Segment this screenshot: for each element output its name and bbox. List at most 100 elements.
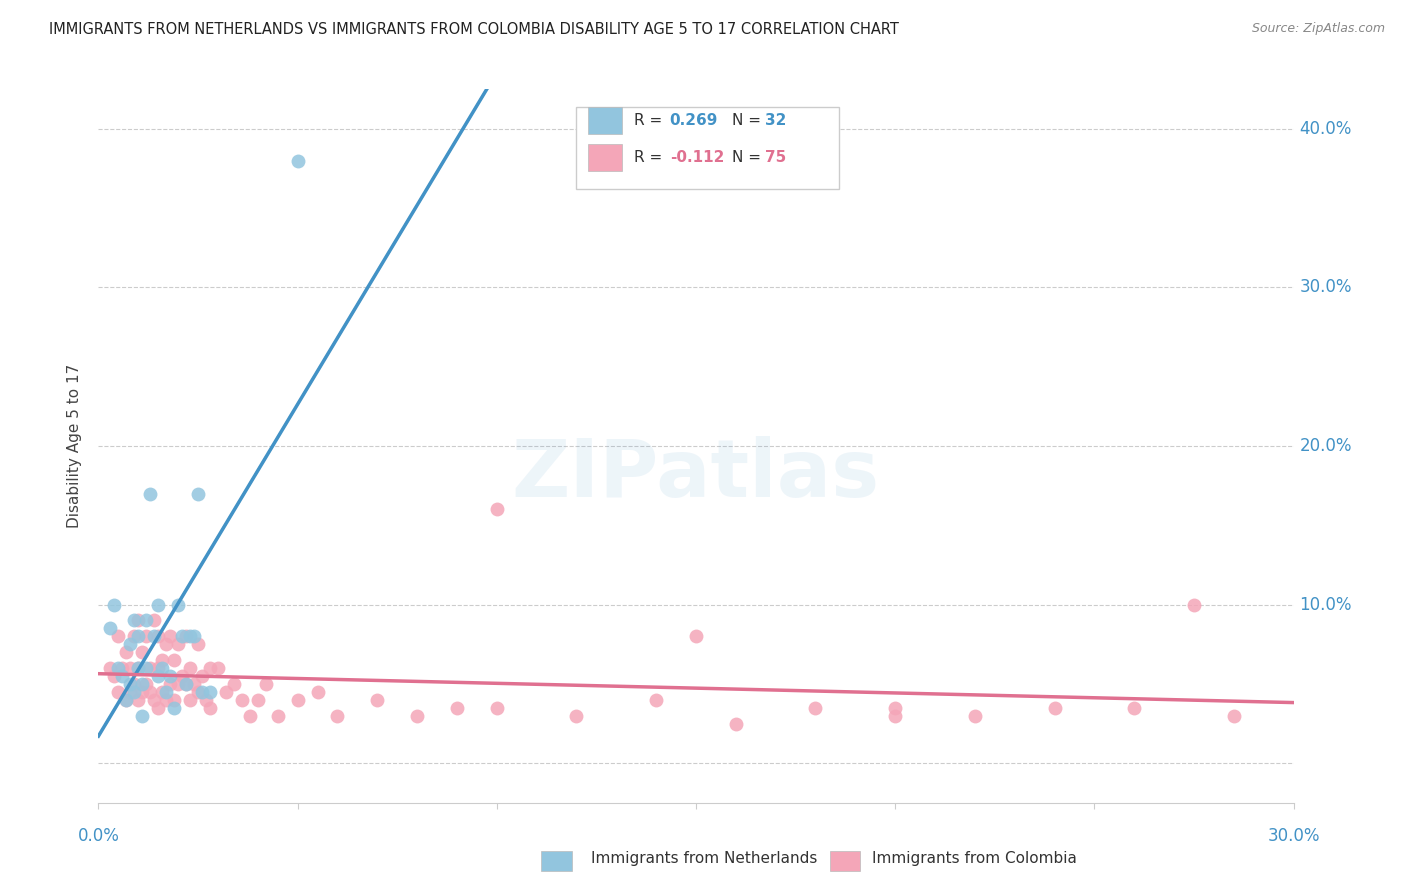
Point <box>139 685 162 699</box>
Point <box>167 637 190 651</box>
Point <box>174 629 197 643</box>
Point <box>124 677 146 691</box>
Point <box>685 629 707 643</box>
Point <box>1123 700 1146 714</box>
Point <box>120 661 142 675</box>
Point <box>155 685 177 699</box>
Point <box>139 661 162 675</box>
Point <box>107 661 129 675</box>
Text: N =: N = <box>733 150 766 165</box>
Point <box>131 677 153 691</box>
Point <box>183 677 205 691</box>
Point <box>254 677 277 691</box>
Point <box>143 629 166 643</box>
Point <box>135 614 157 628</box>
Point <box>884 708 907 723</box>
Point <box>287 692 309 706</box>
Point <box>98 661 122 675</box>
Point <box>155 692 177 706</box>
Text: 0.269: 0.269 <box>669 113 718 128</box>
Point <box>103 669 125 683</box>
Point <box>239 708 262 723</box>
Point <box>135 661 157 675</box>
Point <box>167 598 190 612</box>
Point <box>163 653 186 667</box>
Point <box>148 700 170 714</box>
Text: N =: N = <box>733 113 766 128</box>
Point <box>103 598 125 612</box>
Point <box>884 700 907 714</box>
Point <box>174 677 197 691</box>
Text: Source: ZipAtlas.com: Source: ZipAtlas.com <box>1251 22 1385 36</box>
Point <box>124 685 146 699</box>
Point <box>198 700 221 714</box>
Point <box>179 692 201 706</box>
Text: 40.0%: 40.0% <box>1299 120 1353 138</box>
Point <box>98 621 122 635</box>
Point <box>963 708 986 723</box>
Point <box>163 692 186 706</box>
Point <box>107 629 129 643</box>
Point <box>179 629 201 643</box>
Text: 0.0%: 0.0% <box>77 827 120 845</box>
Text: R =: R = <box>634 113 666 128</box>
Point <box>167 677 190 691</box>
Point <box>485 700 508 714</box>
Point <box>111 661 134 675</box>
Point <box>115 692 138 706</box>
Point <box>111 669 134 683</box>
Point <box>198 685 221 699</box>
Point <box>115 692 138 706</box>
Point <box>163 700 186 714</box>
Point <box>139 486 162 500</box>
Point <box>183 629 205 643</box>
Point <box>107 685 129 699</box>
Point <box>366 692 388 706</box>
Point <box>194 692 218 706</box>
Point <box>172 629 194 643</box>
Point <box>155 637 177 651</box>
Point <box>148 598 170 612</box>
Point <box>148 661 170 675</box>
Point <box>446 700 468 714</box>
Point <box>724 716 747 731</box>
Point <box>127 661 149 675</box>
Point <box>135 629 157 643</box>
Point <box>127 614 149 628</box>
Text: R =: R = <box>634 150 666 165</box>
Point <box>124 614 146 628</box>
Point <box>150 661 173 675</box>
FancyBboxPatch shape <box>576 107 839 189</box>
Point <box>120 637 142 651</box>
Point <box>131 685 153 699</box>
Point <box>267 708 290 723</box>
Point <box>174 677 197 691</box>
Point <box>148 629 170 643</box>
Text: 75: 75 <box>765 150 786 165</box>
Point <box>198 661 221 675</box>
Point <box>246 692 269 706</box>
Point <box>406 708 429 723</box>
Point <box>159 677 181 691</box>
Text: Immigrants from Netherlands: Immigrants from Netherlands <box>591 851 817 865</box>
Point <box>645 692 668 706</box>
Point <box>150 653 173 667</box>
Point <box>148 669 170 683</box>
Text: 30.0%: 30.0% <box>1299 278 1353 296</box>
Text: Immigrants from Colombia: Immigrants from Colombia <box>872 851 1077 865</box>
Text: ZIPatlas: ZIPatlas <box>512 435 880 514</box>
Point <box>159 629 181 643</box>
Point <box>187 637 209 651</box>
Point <box>231 692 253 706</box>
Point <box>207 661 229 675</box>
Text: IMMIGRANTS FROM NETHERLANDS VS IMMIGRANTS FROM COLOMBIA DISABILITY AGE 5 TO 17 C: IMMIGRANTS FROM NETHERLANDS VS IMMIGRANT… <box>49 22 898 37</box>
Point <box>804 700 827 714</box>
Point <box>131 645 153 659</box>
Point <box>127 661 149 675</box>
Point <box>159 669 181 683</box>
Point <box>115 645 138 659</box>
Point <box>187 685 209 699</box>
Y-axis label: Disability Age 5 to 17: Disability Age 5 to 17 <box>67 364 83 528</box>
Point <box>326 708 349 723</box>
Text: 10.0%: 10.0% <box>1299 596 1353 614</box>
